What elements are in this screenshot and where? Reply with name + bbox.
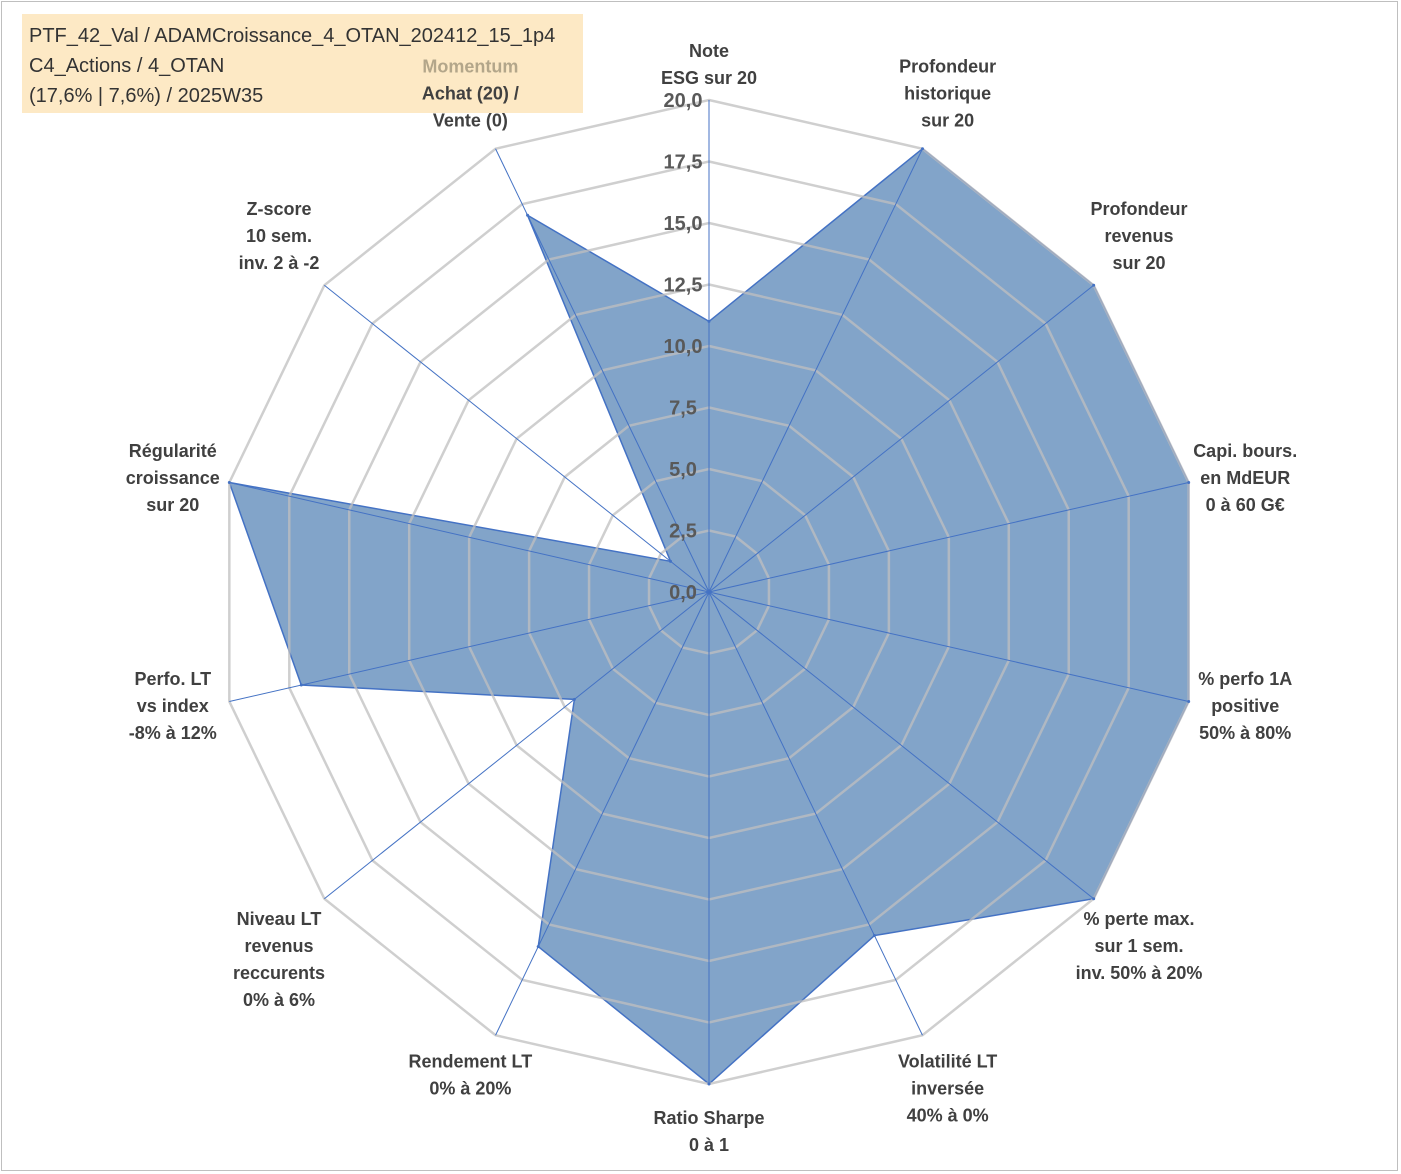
tick-label: 10,0 bbox=[664, 336, 703, 358]
data-point bbox=[572, 697, 576, 701]
axis-label: Niveau LT bbox=[237, 909, 322, 929]
axis-label: historique bbox=[904, 84, 991, 104]
axis-spoke bbox=[229, 591, 710, 702]
data-point bbox=[707, 319, 711, 323]
axis-label: 10 sem. bbox=[246, 226, 312, 246]
axis-label: revenus bbox=[244, 936, 313, 956]
axis-label: reccurents bbox=[233, 963, 325, 983]
axis-spoke bbox=[708, 482, 1189, 593]
tick-label: 15,0 bbox=[664, 213, 703, 235]
axis-label: 0% à 20% bbox=[429, 1078, 511, 1098]
axis-label: 0% à 6% bbox=[243, 990, 315, 1010]
portfolio-info-box: PTF_42_Val / ADAMCroissance_4_OTAN_20241… bbox=[22, 14, 583, 113]
axis-label: inversée bbox=[911, 1078, 984, 1098]
axis-spoke bbox=[324, 284, 710, 593]
axis-label: inv. 2 à -2 bbox=[239, 253, 320, 273]
axis-spoke bbox=[495, 148, 710, 593]
data-point bbox=[872, 934, 876, 938]
axis-label: Vente (0) bbox=[433, 111, 508, 131]
info-line-performance: (17,6% | 7,6%) / 2025W35 bbox=[29, 85, 264, 107]
axis-label: Momentum bbox=[422, 57, 518, 77]
axis-label: Profondeur bbox=[899, 57, 996, 77]
info-line-category: C4_Actions / 4_OTAN bbox=[29, 55, 225, 77]
axis-label: Profondeur bbox=[1091, 199, 1188, 219]
axis-spoke bbox=[708, 284, 1094, 593]
data-point bbox=[669, 559, 673, 563]
data-point bbox=[526, 213, 530, 217]
tick-label: 5,0 bbox=[669, 459, 697, 481]
info-line-portfolio: PTF_42_Val / ADAMCroissance_4_OTAN_20241… bbox=[29, 25, 556, 47]
axis-label: 40% à 0% bbox=[907, 1105, 989, 1125]
axis-label: Capi. bours. bbox=[1193, 441, 1297, 461]
axis-label: revenus bbox=[1104, 226, 1173, 246]
axis-label: Note bbox=[689, 41, 729, 61]
tick-label: 2,5 bbox=[669, 521, 697, 543]
tick-label: 20,0 bbox=[664, 90, 703, 112]
tick-label: 17,5 bbox=[664, 152, 703, 174]
axis-spoke bbox=[229, 482, 710, 593]
axis-label: Régularité bbox=[129, 441, 217, 461]
axis-spoke bbox=[708, 591, 1094, 900]
axis-label: positive bbox=[1211, 696, 1279, 716]
axis-label: ESG sur 20 bbox=[661, 68, 757, 88]
data-point bbox=[1187, 481, 1191, 485]
axis-label: -8% à 12% bbox=[129, 723, 217, 743]
axis-label: sur 20 bbox=[146, 495, 199, 515]
tick-label: 0,0 bbox=[669, 582, 697, 604]
axis-label: inv. 50% à 20% bbox=[1076, 963, 1203, 983]
data-point bbox=[536, 945, 540, 949]
axis-label: sur 20 bbox=[921, 111, 974, 131]
axis-label: vs index bbox=[137, 696, 209, 716]
data-point bbox=[707, 1082, 711, 1086]
axis-spoke bbox=[324, 591, 710, 900]
data-point bbox=[1092, 897, 1096, 901]
axis-label: Ratio Sharpe bbox=[653, 1108, 764, 1128]
axis-label: croissance bbox=[126, 468, 220, 488]
data-point bbox=[1187, 699, 1191, 703]
axis-label: 0 à 60 G€ bbox=[1206, 495, 1285, 515]
axis-spoke bbox=[708, 591, 923, 1036]
axis-spoke bbox=[495, 591, 710, 1036]
tick-label: 12,5 bbox=[664, 275, 703, 297]
axis-spoke bbox=[708, 591, 1189, 702]
axis-label: % perte max. bbox=[1083, 909, 1194, 929]
axis-label: 0 à 1 bbox=[689, 1135, 729, 1155]
tick-label: 7,5 bbox=[669, 398, 697, 420]
axis-label: Rendement LT bbox=[409, 1051, 533, 1071]
axis-label: Volatilité LT bbox=[898, 1051, 997, 1071]
axis-label: Achat (20) / bbox=[422, 84, 519, 104]
axis-label: Z-score bbox=[246, 199, 311, 219]
axis-spoke bbox=[708, 148, 923, 593]
axis-label: % perfo 1A bbox=[1198, 669, 1292, 689]
data-point bbox=[299, 683, 303, 687]
data-point bbox=[1092, 283, 1096, 287]
data-point bbox=[920, 147, 924, 151]
axis-label: en MdEUR bbox=[1200, 468, 1290, 488]
axis-label: sur 1 sem. bbox=[1094, 936, 1183, 956]
axis-label: 50% à 80% bbox=[1199, 723, 1291, 743]
axis-label: sur 20 bbox=[1112, 253, 1165, 273]
axis-label: Perfo. LT bbox=[134, 669, 211, 689]
data-point bbox=[227, 481, 231, 485]
